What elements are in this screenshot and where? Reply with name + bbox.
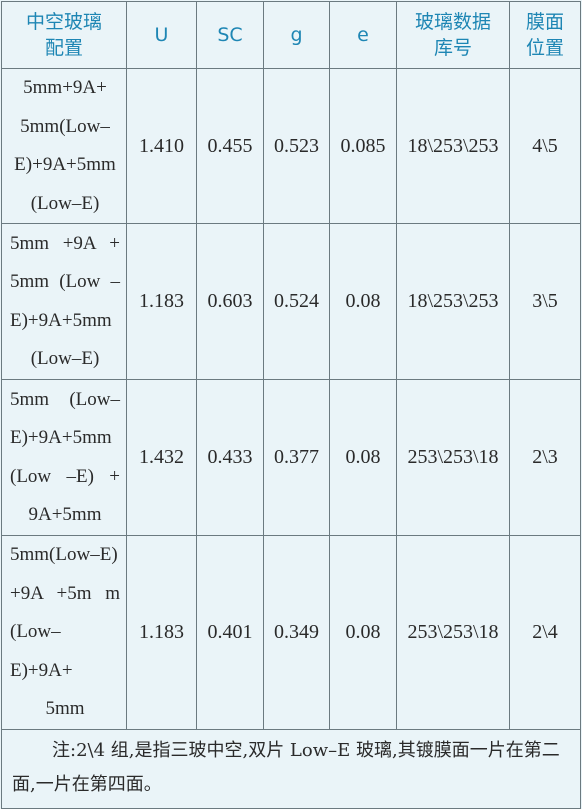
u-value: 1.183 [126, 223, 197, 380]
config-line: 5mm [45, 698, 85, 719]
g-value: 0.377 [263, 379, 330, 536]
config-cell: 5mm +9A + 5mm (Low – E)+9A+5mm (Low–E) [1, 223, 127, 380]
coating-position-value: 4\5 [509, 68, 581, 224]
table-row: 5mm (Low– E)+9A+5mm (Low –E) + 9A+5mm 1.… [1, 379, 581, 536]
header-sc: SC [196, 1, 264, 69]
sc-value: 0.433 [196, 379, 264, 536]
config-line: E)+9A+5mm [14, 154, 116, 175]
e-value: 0.08 [329, 535, 397, 730]
config-line: (Low–E) [30, 348, 100, 369]
header-e: e [329, 1, 397, 69]
config-line: (Low–E) [30, 192, 100, 214]
sc-value: 0.603 [196, 223, 264, 380]
config-line: 5mm(Low–E) [10, 544, 118, 565]
config-line: +9A +5m m [10, 582, 120, 604]
e-value: 0.085 [329, 68, 397, 224]
config-line: 5mm+9A+ [23, 77, 107, 98]
e-value: 0.08 [329, 223, 397, 380]
header-sc-label: SC [217, 24, 243, 46]
coating-position-value: 2\3 [509, 379, 581, 536]
header-library-line2: 库号 [433, 37, 472, 59]
config-line: (Low –E) + [10, 465, 120, 487]
config-line: E)+9A+5mm [10, 309, 112, 331]
g-value: 0.523 [263, 68, 330, 224]
header-library-line1: 玻璃数据 [414, 11, 491, 33]
header-config-line2: 配置 [44, 37, 83, 59]
u-value: 1.410 [126, 68, 197, 224]
g-value: 0.524 [263, 223, 330, 380]
header-coating-position: 膜面 位置 [509, 1, 581, 69]
e-value: 0.08 [329, 379, 397, 536]
header-coating-line1: 膜面 [525, 11, 564, 33]
library-value: 253\253\18 [396, 535, 510, 730]
header-g-label: g [290, 24, 303, 46]
header-u-label: U [154, 24, 169, 46]
table-row: 5mm +9A + 5mm (Low – E)+9A+5mm (Low–E) 1… [1, 223, 581, 380]
library-value: 18\253\253 [396, 223, 510, 380]
header-row: 中空玻璃 配置 U SC g e 玻璃数据 库号 膜面 位置 [1, 1, 581, 69]
library-value: 253\253\18 [396, 379, 510, 536]
sc-value: 0.455 [196, 68, 264, 224]
config-line: 5mm(Low– [20, 115, 110, 137]
header-config-line1: 中空玻璃 [25, 11, 102, 33]
config-cell: 5mm (Low– E)+9A+5mm (Low –E) + 9A+5mm [1, 379, 127, 536]
config-line: 5mm (Low– [10, 388, 120, 410]
header-u: U [126, 1, 197, 69]
table-footnote: 注:2\4 组,是指三玻中空,双片 Low–E 玻璃,其镀膜面一片在第二面,一片… [1, 728, 581, 809]
header-g: g [263, 1, 330, 69]
library-value: 18\253\253 [396, 68, 510, 224]
config-line: 9A+5mm [28, 504, 102, 525]
g-value: 0.349 [263, 535, 330, 730]
u-value: 1.432 [126, 379, 197, 536]
sc-value: 0.401 [196, 535, 264, 730]
header-coating-line2: 位置 [525, 37, 564, 59]
note-text: 注:2\4 组,是指三玻中空,双片 Low–E 玻璃,其镀膜面一片在第二面,一片… [12, 739, 560, 795]
table-row: 5mm+9A+ 5mm(Low– E)+9A+5mm (Low–E) 1.410… [1, 68, 581, 224]
config-cell: 5mm+9A+ 5mm(Low– E)+9A+5mm (Low–E) [1, 68, 127, 224]
u-value: 1.183 [126, 535, 197, 730]
header-config: 中空玻璃 配置 [1, 1, 127, 69]
header-e-label: e [357, 24, 369, 46]
table-row: 5mm(Low–E) +9A +5m m (Low–E)+9A+ 5mm 1.1… [1, 535, 581, 730]
config-line: (Low–E)+9A+ [10, 621, 73, 681]
header-library: 玻璃数据 库号 [396, 1, 510, 69]
config-line: E)+9A+5mm [10, 427, 112, 448]
note-row: 注:2\4 组,是指三玻中空,双片 Low–E 玻璃,其镀膜面一片在第二面,一片… [1, 728, 581, 809]
config-line: 5mm (Low – [10, 271, 120, 292]
coating-position-value: 3\5 [509, 223, 581, 380]
config-line: 5mm +9A + [10, 232, 120, 254]
coating-position-value: 2\4 [509, 535, 581, 730]
config-cell: 5mm(Low–E) +9A +5m m (Low–E)+9A+ 5mm [1, 535, 127, 730]
